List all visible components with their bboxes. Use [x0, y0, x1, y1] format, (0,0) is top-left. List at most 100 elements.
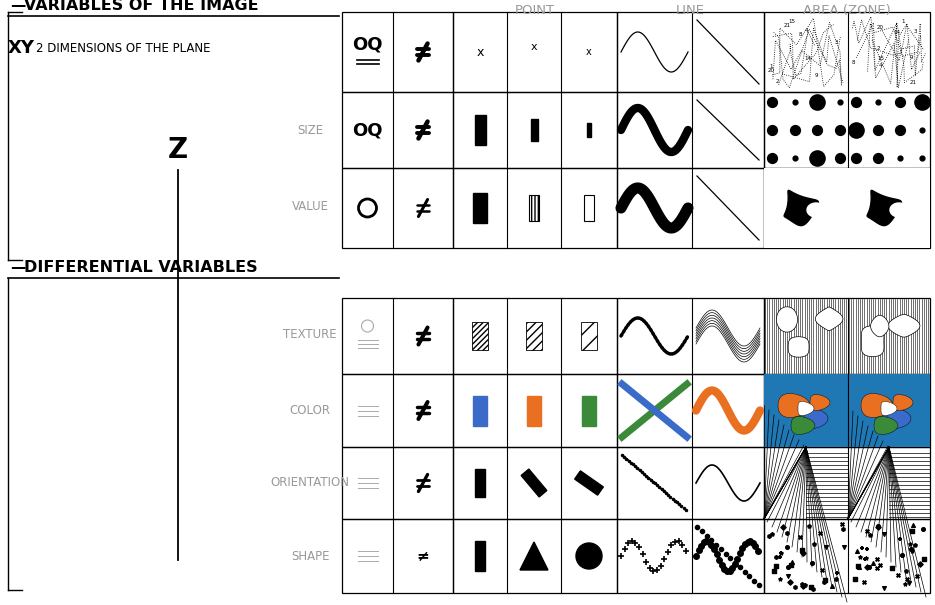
Point	[806, 539, 821, 549]
Point	[857, 554, 872, 564]
Text: 1: 1	[901, 19, 905, 24]
Polygon shape	[861, 325, 884, 357]
Point	[765, 529, 780, 538]
Point	[836, 542, 851, 552]
Point	[769, 561, 784, 571]
Bar	[617, 298, 764, 374]
Point	[914, 153, 929, 163]
Text: VALUE: VALUE	[292, 200, 328, 214]
Polygon shape	[893, 394, 913, 411]
Point	[862, 531, 877, 540]
Point	[787, 125, 802, 135]
Bar	[617, 12, 764, 92]
Bar	[474, 115, 485, 145]
Point	[855, 543, 870, 553]
Point	[905, 526, 920, 536]
Text: 15: 15	[877, 56, 885, 60]
Point	[849, 546, 864, 555]
Bar	[764, 168, 848, 248]
Polygon shape	[890, 203, 908, 217]
Bar	[530, 119, 538, 141]
Point	[829, 568, 844, 578]
Bar	[764, 374, 930, 447]
Text: AREA (ZONE): AREA (ZONE)	[803, 4, 891, 17]
Point	[893, 125, 908, 135]
Point	[787, 97, 802, 107]
Bar	[453, 298, 617, 374]
Point	[787, 153, 802, 163]
Point	[773, 548, 788, 558]
Bar	[453, 374, 617, 447]
Text: POINT: POINT	[515, 4, 555, 17]
Text: 2 DIMENSIONS OF THE PLANE: 2 DIMENSIONS OF THE PLANE	[36, 42, 210, 54]
Polygon shape	[798, 402, 814, 416]
Point	[893, 534, 908, 543]
Text: x: x	[586, 47, 592, 57]
Text: 3: 3	[834, 40, 838, 45]
Bar	[848, 168, 930, 248]
Text: ≠: ≠	[417, 549, 429, 563]
Point	[901, 578, 916, 588]
Bar	[473, 193, 487, 223]
Text: SHAPE: SHAPE	[291, 549, 329, 563]
Point	[773, 552, 788, 561]
Point	[787, 583, 802, 592]
Text: ORIENTATION: ORIENTATION	[270, 477, 350, 489]
Text: 4: 4	[805, 28, 809, 33]
Point	[810, 125, 825, 135]
Polygon shape	[776, 307, 798, 332]
Point	[784, 557, 799, 567]
Polygon shape	[810, 394, 830, 411]
Polygon shape	[804, 408, 828, 428]
Bar	[584, 195, 594, 221]
Bar	[764, 374, 848, 447]
Polygon shape	[784, 191, 818, 226]
Point	[796, 581, 811, 591]
Point	[849, 153, 864, 163]
Bar	[617, 92, 764, 168]
Bar	[764, 374, 848, 447]
Polygon shape	[807, 203, 825, 217]
Text: 4: 4	[879, 64, 883, 68]
Polygon shape	[870, 315, 889, 337]
Point	[862, 562, 877, 572]
Bar	[575, 471, 603, 495]
Point	[870, 522, 885, 531]
Text: Z: Z	[168, 136, 188, 164]
Circle shape	[576, 543, 602, 569]
Point	[890, 570, 905, 580]
Polygon shape	[881, 402, 897, 416]
Point	[834, 519, 849, 529]
Point	[780, 571, 795, 581]
Bar	[475, 469, 485, 497]
Point	[870, 97, 885, 107]
Bar	[617, 374, 764, 447]
Bar	[764, 374, 848, 447]
Point	[792, 532, 807, 542]
Point	[876, 583, 891, 593]
Polygon shape	[815, 307, 843, 331]
Polygon shape	[791, 416, 815, 434]
Text: 20: 20	[768, 68, 774, 73]
Point	[801, 522, 816, 531]
Point	[893, 153, 908, 163]
Text: SIZE: SIZE	[297, 123, 324, 137]
Point	[810, 97, 825, 107]
Point	[913, 560, 928, 569]
Bar	[473, 396, 487, 425]
Point	[850, 561, 865, 571]
Bar	[342, 92, 453, 168]
Text: 3: 3	[914, 28, 917, 34]
Point	[885, 563, 899, 573]
Text: 15: 15	[789, 19, 796, 24]
Point	[906, 520, 921, 530]
Point	[832, 153, 847, 163]
Bar	[581, 322, 597, 350]
Polygon shape	[861, 393, 893, 417]
Point	[795, 579, 810, 589]
Point	[781, 562, 796, 572]
Bar	[764, 519, 930, 593]
Text: TEXTURE: TEXTURE	[283, 329, 337, 341]
Bar	[342, 374, 453, 447]
Point	[859, 544, 874, 554]
